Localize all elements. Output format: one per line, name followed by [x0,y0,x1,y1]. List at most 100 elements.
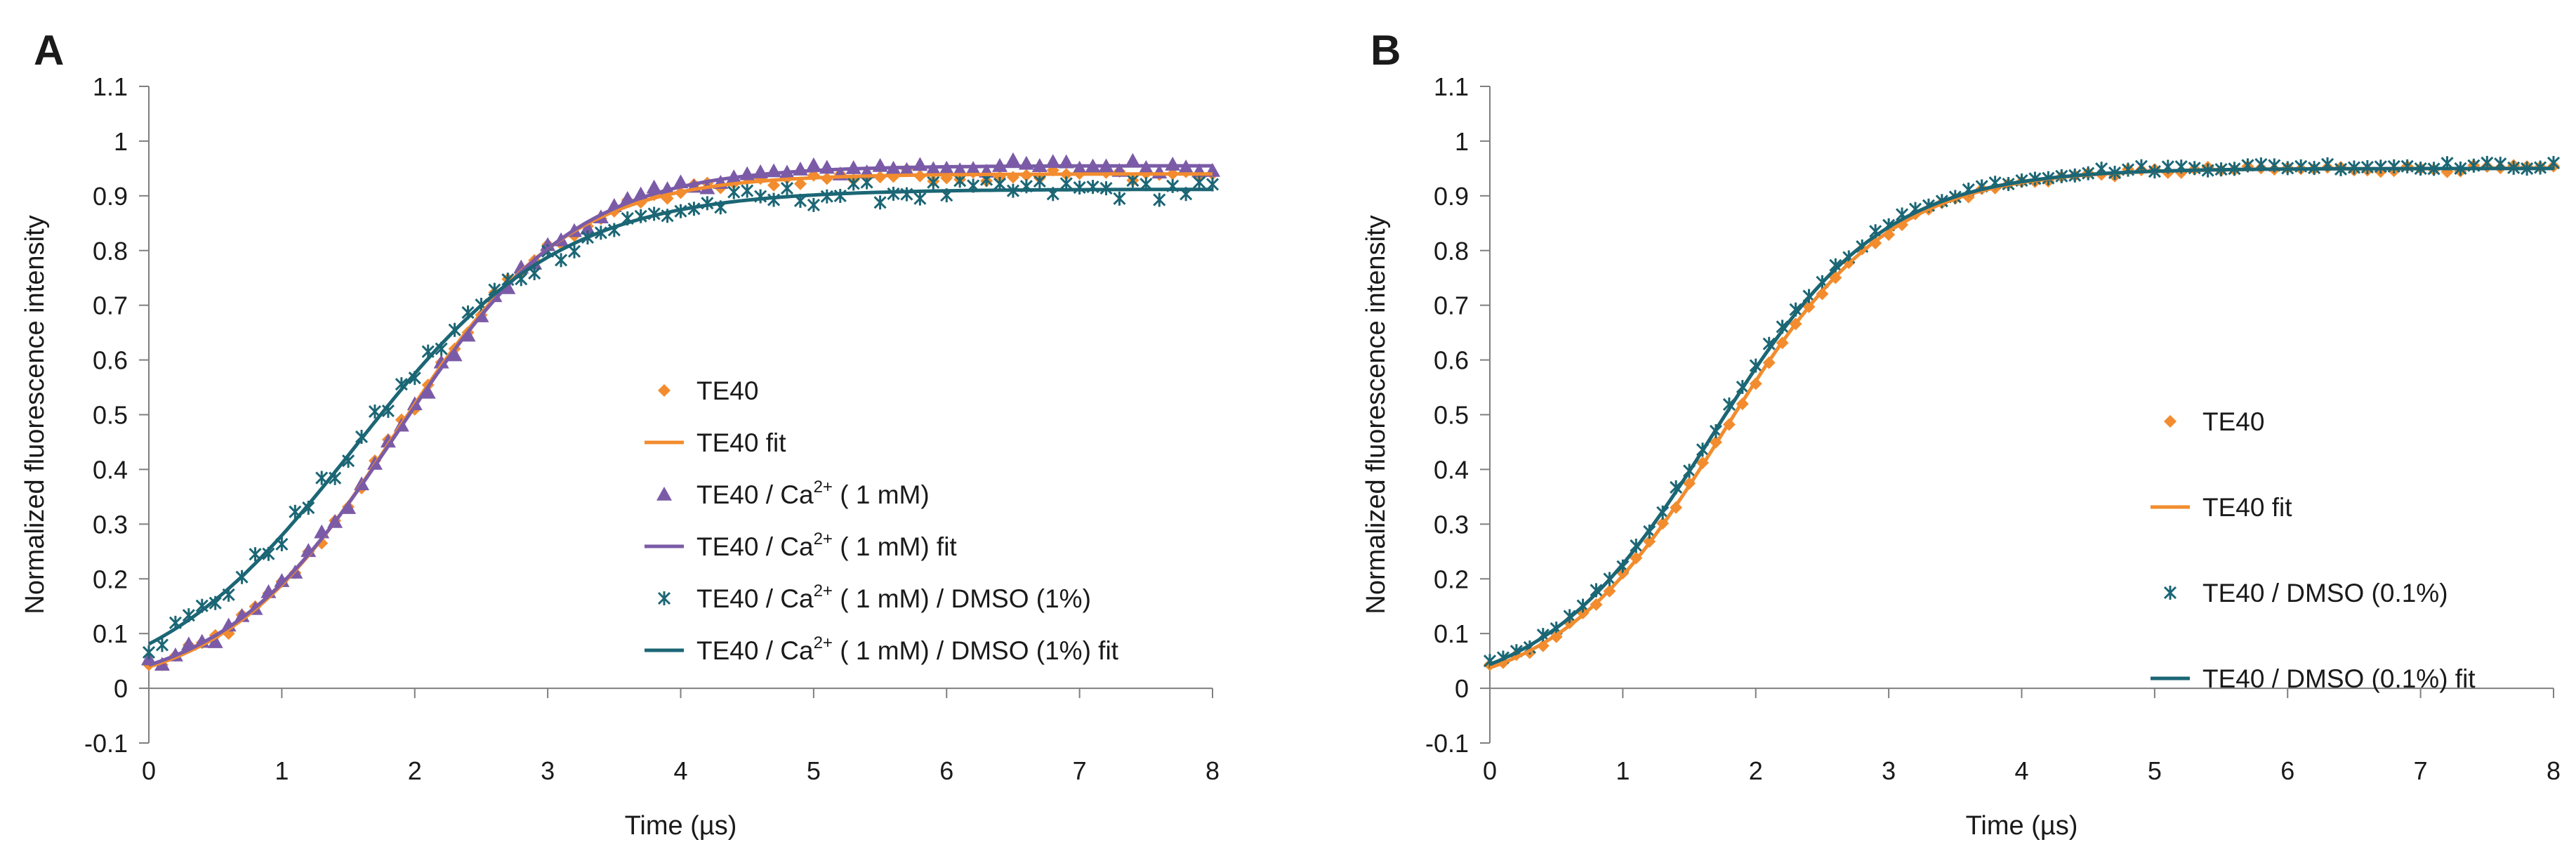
panel-a-data-point [767,192,781,207]
panel-b-x-tick-label: 7 [2414,756,2428,785]
panel-a-legend-marker-swatch [657,591,671,605]
panel-b-y-tick-label: 0.9 [1434,182,1469,211]
panel-a-y-axis-title: Normalized fluorescence intensity [20,215,50,614]
panel-a-x-tick-label: 0 [142,756,156,785]
panel-a-y-tick-label: 0.9 [93,182,128,211]
panel-a-data-point [820,189,833,204]
panel-a-data-point [1033,174,1046,189]
panel-a-data-point [142,645,156,659]
panel-a-data-point [833,188,847,203]
panel-a-fit-line-1 [148,164,1213,667]
panel-b-y-tick-label: -0.1 [1425,729,1469,758]
panel-b-legend-marker-swatch [2163,586,2177,600]
panel-a-legend-label: TE40 fit [696,428,786,457]
panel-b-legend-item: TE40 / DMSO (0.1%) fit [2151,664,2476,693]
panel-a-x-tick-label: 1 [275,756,289,785]
panel-b-x-tick-label: 6 [2280,756,2294,785]
panel-a-data-point [873,195,887,210]
panel-a-data-point [380,433,396,448]
panel-b-legend-label: TE40 / DMSO (0.1%) [2202,579,2448,607]
panel-b-y-tick-label: 0.5 [1434,401,1469,430]
panel-b-legend-label: TE40 fit [2202,493,2292,522]
panel-a-legend-label: TE40 / Ca2+ ( 1 mM) [696,478,930,509]
panel-a-data-point [1005,152,1021,166]
panel-a-y-tick-label: 0.6 [93,346,128,375]
panel-a-data-point [1113,191,1126,206]
panel-a-legend-item: TE40 / Ca2+ ( 1 mM) / DMSO (1%) fit [645,633,1119,665]
panel-a-data-point [1125,152,1141,167]
panel-a-legend-label: TE40 / Ca2+ ( 1 mM) fit [696,530,957,561]
panel-a-legend-item: TE40 / Ca2+ ( 1 mM) [656,478,930,509]
panel-b-y-tick-label: 0 [1455,674,1469,703]
panel-b-y-tick-label: 1.1 [1434,72,1469,101]
panel-a-y-tick-label: 1.1 [93,72,128,101]
panel-a-x-tick-label: 2 [408,756,422,785]
panel-a-data-point [805,157,821,171]
panel-b-fit-line-1 [1489,166,2554,666]
panel-a-legend-label: TE40 / Ca2+ ( 1 mM) / DMSO (1%) [696,581,1091,613]
panel-a-y-tick-label: 0.4 [93,455,128,484]
panel-a-legend-item: TE40 / Ca2+ ( 1 mM) fit [645,530,957,561]
panel-a-data-point [1073,180,1086,195]
panel-a-y-tick-label: 1 [114,127,128,156]
panel-a-y-tick-label: 0.5 [93,401,128,430]
panel-a-data-point [900,187,913,202]
panel-a-legend-marker-swatch [658,384,671,397]
panel-a-x-tick-label: 6 [939,756,953,785]
panel-a-legend-item: TE40 / Ca2+ ( 1 mM) / DMSO (1%) [657,581,1091,613]
panel-a-y-tick-label: 0.3 [93,510,128,539]
panel-b-chart: -0.1 0 0.1 0.2 0.3 0.4 0.5 0.6 0.7 0.8 0.9 1 1.1 0 1 2 3… [1425,72,2561,785]
panel-b-y-tick-label: 0.7 [1434,291,1469,320]
panel-a-x-axis-title: Time (µs) [625,811,737,841]
panel-b-legend-item: TE40 fit [2151,493,2292,522]
panel-a-data-point [913,191,927,206]
panel-a-x-tick-label: 5 [807,756,821,785]
panel-b-x-tick-label: 1 [1616,756,1630,785]
panel-a-letter: A [34,27,64,74]
panel-a-y-tick-label: -0.1 [84,729,128,758]
panel-a-data-point [780,181,794,196]
panel-b-y-tick-label: 1 [1455,127,1469,156]
panel-b-y-tick-label: 0.1 [1434,619,1469,648]
panel-a-data-point [887,186,900,201]
panel-a-data-point [807,197,820,212]
panel-a-data-point [555,253,568,268]
panel-b-x-tick-label: 3 [1882,756,1896,785]
panel-a-data-point [567,244,581,258]
panel-b-x-axis-title: Time (µs) [1966,811,2078,841]
panel-a-data-point [1193,175,1206,190]
panel-b-legend-label: TE40 [2202,407,2264,436]
panel-a-data-point [579,221,595,235]
panel-a-data-point [1153,192,1166,207]
panel-b-y-tick-label: 0.4 [1434,455,1469,484]
panel-b-x-tick-label: 8 [2547,756,2561,785]
panel-a-fit-line-2 [147,188,1213,646]
panel-a-data-point [1126,173,1140,188]
panel-a-data-point [952,162,968,176]
panel-a-data-point [207,634,223,648]
panel-b-y-tick-label: 0.3 [1434,510,1469,539]
panel-a-data-point [1086,180,1099,195]
panel-a-data-point [793,177,807,190]
panel-a-data-point [754,189,767,204]
panel-a-data-point [155,638,169,652]
panel-a-y-tick-label: 0.2 [93,565,128,593]
panel-b-x-tick-label: 0 [1483,756,1497,785]
panel-b-legend-label: TE40 / DMSO (0.1%) fit [2202,664,2476,693]
panel-b-x-tick-label: 4 [2014,756,2028,785]
panel-b-data-point [2374,159,2387,174]
panel-a-y-tick-label: 0.1 [93,619,128,648]
panel-b-x-tick-label: 2 [1749,756,1763,785]
panel-a-legend-item: TE40 [658,376,758,405]
panel-a-y-tick-label: 0 [114,674,128,703]
panel-a-legend-item: TE40 fit [645,428,786,457]
panel-a-x-tick-label: 7 [1073,756,1087,785]
panel-b-letter: B [1370,27,1401,74]
panel-b-data-point [2387,159,2400,173]
panel-a-legend-label: TE40 [696,376,758,405]
panel-a-data-point [646,179,662,194]
panel-a-data-point [274,573,290,587]
panel-b-y-axis-title: Normalized fluorescence intensity [1361,215,1391,614]
panel-a-y-tick-label: 0.7 [93,291,128,320]
